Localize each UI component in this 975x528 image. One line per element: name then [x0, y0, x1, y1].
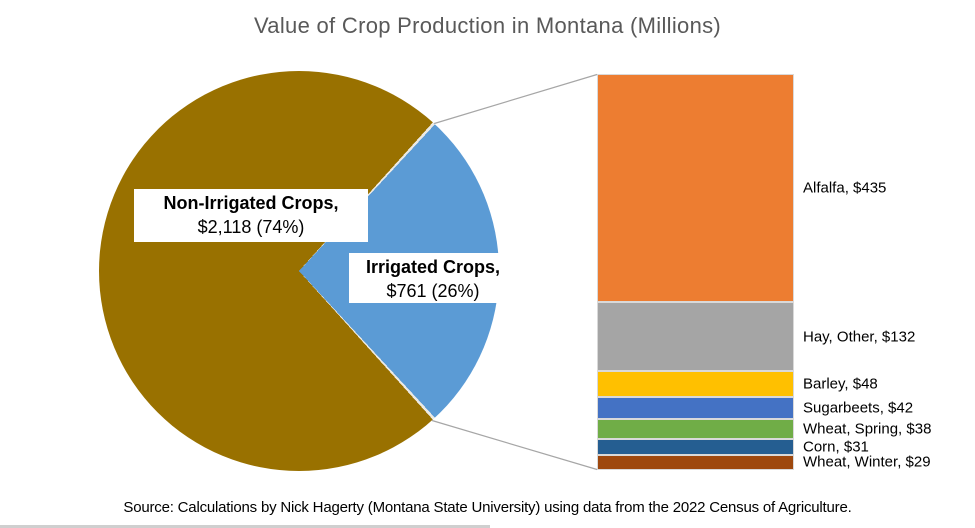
bar-label-wheat-winter: Wheat, Winter, $29: [803, 453, 931, 471]
pie-label-irrigated-name: Irrigated Crops,: [365, 257, 501, 277]
bar-segment-corn: [597, 438, 794, 455]
bar-label-barley: Barley, $48: [803, 375, 878, 393]
connector-line-top: [430, 73, 598, 126]
bar-label-wheat-spring: Wheat, Spring, $38: [803, 420, 932, 438]
bar-segment-sugarbeets: [597, 396, 794, 419]
source-note: Source: Calculations by Nick Hagerty (Mo…: [123, 499, 852, 516]
pie-label-irrigated-value: $761 (26%): [386, 281, 480, 301]
breakdown-stacked-bar: [597, 74, 794, 470]
pie-label-non-irrigated-value: $2,118 (74%): [197, 217, 305, 237]
bar-segment-alfalfa: [597, 74, 794, 303]
bar-segment-wheat-spring: [597, 418, 794, 439]
bar-segment-wheat-winter: [597, 454, 794, 470]
bar-segment-barley: [597, 371, 794, 397]
pie-label-irrigated: Irrigated Crops, $761 (26%): [349, 253, 517, 303]
connector-line-bottom: [431, 419, 598, 471]
bar-label-alfalfa: Alfalfa, $435: [803, 179, 887, 197]
pie-label-non-irrigated: Non-Irrigated Crops, $2,118 (74%): [134, 189, 368, 242]
bottom-edge-rule: [0, 525, 490, 528]
bar-label-sugarbeets: Sugarbeets, $42: [803, 399, 914, 417]
pie-label-non-irrigated-name: Non-Irrigated Crops,: [163, 193, 339, 213]
bar-label-hay-other: Hay, Other, $132: [803, 328, 916, 346]
chart-title: Value of Crop Production in Montana (Mil…: [253, 13, 722, 38]
bar-segment-hay-other: [597, 302, 794, 372]
bar-label-corn: Corn, $31: [803, 438, 869, 456]
